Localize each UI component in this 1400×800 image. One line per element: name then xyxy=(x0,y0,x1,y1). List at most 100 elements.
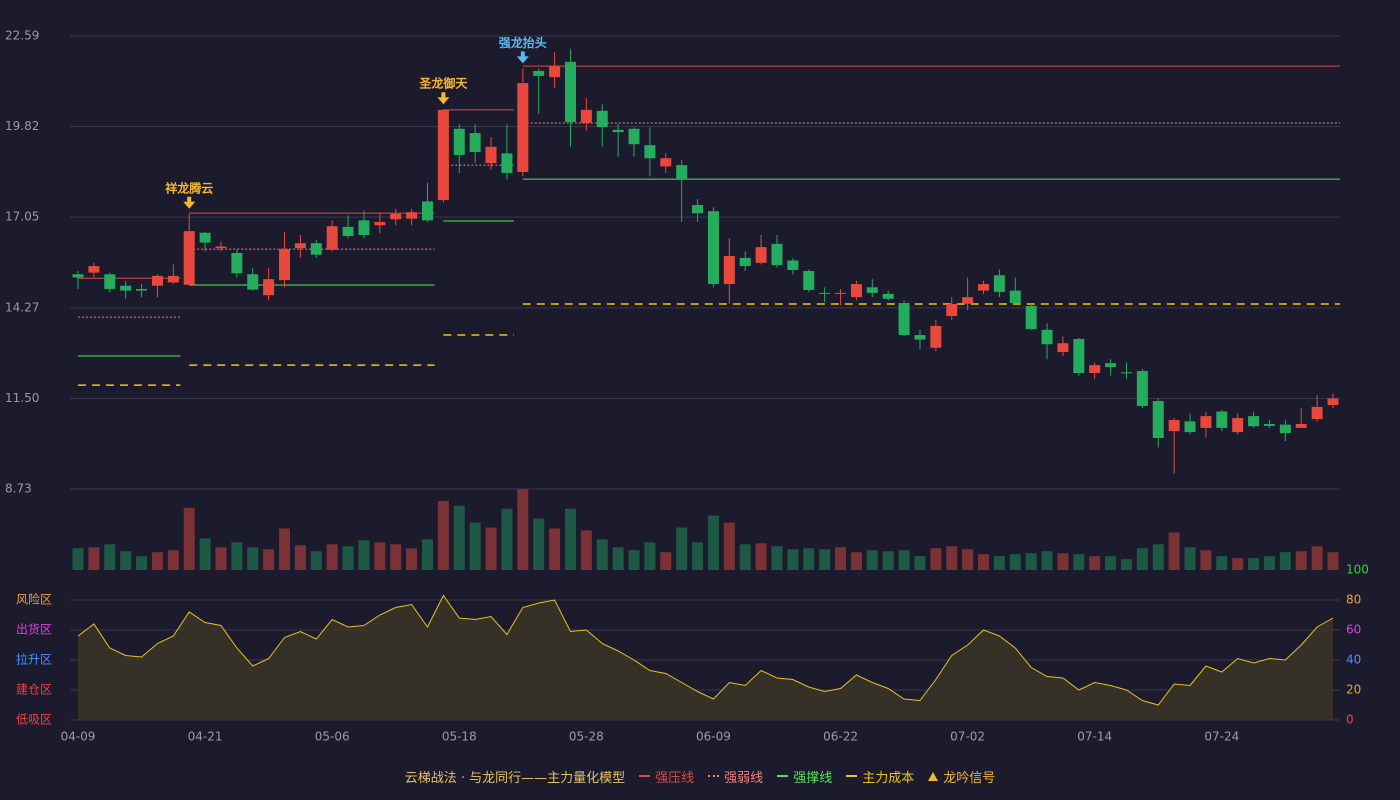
y2-tick-label: 60 xyxy=(1346,623,1361,637)
volume-bar xyxy=(1120,559,1132,570)
legend-swatch xyxy=(846,775,858,777)
volume-bar xyxy=(1041,551,1053,570)
candle-body xyxy=(136,288,148,291)
volume-bar xyxy=(358,540,370,570)
volume-bar xyxy=(771,546,783,570)
candle-body xyxy=(1184,421,1196,433)
volume-bar xyxy=(993,556,1005,570)
volume-bar xyxy=(151,552,163,570)
y-tick-label: 17.05 xyxy=(5,210,39,224)
volume-bar xyxy=(326,544,338,570)
candle-body xyxy=(564,61,576,122)
candle-body xyxy=(215,246,227,249)
candle-body xyxy=(72,274,84,278)
volume-bar xyxy=(104,544,116,570)
zone-label: 低吸区 xyxy=(16,713,52,727)
legend-item: 强压线 xyxy=(639,767,694,786)
candle-body xyxy=(866,287,878,293)
candle-body xyxy=(310,243,322,255)
candle-body xyxy=(1216,411,1228,428)
volume-bar xyxy=(930,548,942,570)
candle-body xyxy=(485,146,497,164)
volume-bar xyxy=(310,551,322,570)
candle-body xyxy=(993,275,1005,292)
candle-body xyxy=(183,231,195,285)
legend-item: 强撑线 xyxy=(777,767,832,786)
candle-body xyxy=(1248,416,1260,427)
x-tick-label: 04-09 xyxy=(61,730,96,744)
candle-body xyxy=(962,297,974,304)
candle-body xyxy=(914,335,926,340)
volume-bar xyxy=(533,518,545,570)
volume-bar xyxy=(866,550,878,570)
y-tick-label: 22.59 xyxy=(5,29,39,43)
volume-bar xyxy=(72,548,84,570)
y-tick-label: 8.73 xyxy=(5,482,32,496)
candle-body xyxy=(263,279,275,296)
volume-bar xyxy=(406,548,418,570)
candle-body xyxy=(1311,406,1323,420)
candle-body xyxy=(692,204,704,214)
candle-body xyxy=(517,83,529,172)
x-tick-label: 05-06 xyxy=(315,730,350,744)
candle-body xyxy=(978,284,990,291)
candle-body xyxy=(247,274,259,290)
oscillator-line xyxy=(77,594,1334,706)
volume-bar xyxy=(1184,547,1196,570)
candle-body xyxy=(1073,338,1085,373)
volume-bar xyxy=(120,551,132,570)
candle-body xyxy=(1009,290,1021,304)
volume-bar xyxy=(517,489,529,570)
candle-body xyxy=(1025,305,1037,330)
candle-body xyxy=(1263,423,1275,426)
y-tick-label: 11.50 xyxy=(5,391,39,405)
volume-bar xyxy=(1232,558,1244,570)
zone-label: 风险区 xyxy=(16,592,52,607)
volume-bar xyxy=(453,505,465,570)
volume-bar xyxy=(231,542,243,570)
volume-bar xyxy=(1105,556,1117,570)
signal-label: 强龙抬头 xyxy=(499,35,547,50)
volume-bar xyxy=(1311,546,1323,570)
candle-body xyxy=(501,153,513,173)
candle-body xyxy=(358,220,370,236)
volume-bar xyxy=(755,543,767,570)
oscillator-area xyxy=(78,595,1333,720)
candle-body xyxy=(707,211,719,285)
legend-label: 强撑线 xyxy=(793,770,833,786)
candle-body xyxy=(120,285,132,291)
volume-bar xyxy=(485,527,497,570)
candle-body xyxy=(660,158,672,167)
volume-bar xyxy=(1025,553,1037,570)
candle-body xyxy=(723,255,735,285)
candle-body xyxy=(342,226,354,237)
volume-bar xyxy=(835,547,847,570)
volume-bar xyxy=(660,552,672,570)
x-tick-label: 07-24 xyxy=(1204,730,1239,744)
legend-label: 强弱线 xyxy=(724,770,764,786)
candle-body xyxy=(755,247,767,263)
volume-bar xyxy=(294,545,306,570)
candle-body xyxy=(374,221,386,226)
volume-bar xyxy=(342,546,354,570)
y2-tick-label: 100 xyxy=(1346,563,1369,577)
zone-label: 出货区 xyxy=(16,622,52,637)
volume-bar xyxy=(628,550,640,570)
volume-bar xyxy=(707,515,719,570)
candle-body xyxy=(850,284,862,298)
legend-item: 强弱线 xyxy=(708,767,763,786)
signal-label: 祥龙腾云 xyxy=(165,180,213,195)
legend-title: 云梯战法 · 与龙同行——主力量化模型 xyxy=(404,770,626,786)
signal-arrow xyxy=(437,92,450,105)
volume-bar xyxy=(1168,532,1180,570)
volume-bar xyxy=(374,542,386,570)
volume-bar xyxy=(787,549,799,570)
volume-bar xyxy=(580,530,592,570)
volume-bar xyxy=(549,528,561,570)
volume-bar xyxy=(803,548,815,570)
volume-bar xyxy=(183,507,195,570)
candle-body xyxy=(1232,418,1244,433)
legend: 云梯战法 · 与龙同行——主力量化模型 强压线 强弱线 强撑线 主力成本 龙吟信号 xyxy=(0,766,1400,786)
volume-bar xyxy=(88,547,100,570)
